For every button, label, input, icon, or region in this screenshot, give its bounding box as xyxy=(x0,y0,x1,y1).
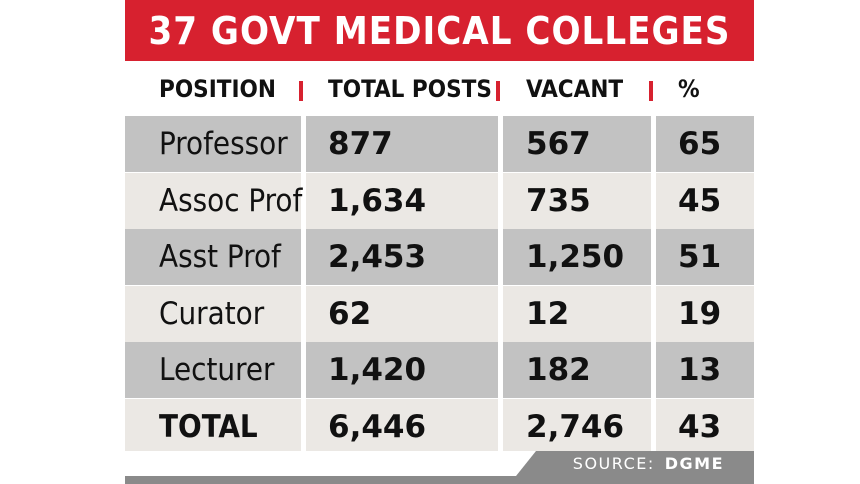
table-row: Professor 877 567 65 xyxy=(125,116,754,172)
table-row: Asst Prof 2,453 1,250 51 xyxy=(125,229,754,285)
cell-percent: 65 xyxy=(678,126,722,162)
column-divider xyxy=(651,229,656,285)
cell-position: Assoc Prof xyxy=(159,182,303,219)
cell-vacant: 182 xyxy=(526,352,591,388)
cell-vacant: 735 xyxy=(526,182,591,219)
table-row: Lecturer 1,420 182 13 xyxy=(125,342,754,398)
header-total-posts: TOTAL POSTS xyxy=(328,74,492,103)
header-position: POSITION xyxy=(159,74,276,103)
column-divider xyxy=(498,172,503,229)
column-divider xyxy=(498,116,503,172)
table-row: TOTAL 6,446 2,746 43 xyxy=(125,398,754,455)
table-header: POSITION TOTAL POSTS VACANT % xyxy=(125,61,754,116)
cell-percent: 13 xyxy=(678,352,722,388)
source-name: DGME xyxy=(664,454,724,473)
bottom-strip xyxy=(125,476,754,484)
column-divider xyxy=(651,116,656,172)
cell-total-posts: 62 xyxy=(328,295,372,332)
table-row: Curator 62 12 19 xyxy=(125,285,754,342)
column-divider xyxy=(651,398,656,455)
cell-position: Professor xyxy=(159,126,288,162)
cell-total-posts: 1,420 xyxy=(328,352,427,388)
column-divider xyxy=(301,342,306,398)
cell-percent: 43 xyxy=(678,408,722,445)
source-label: SOURCE: xyxy=(572,454,655,473)
cell-total-posts: 6,446 xyxy=(328,408,427,445)
header-vacant: VACANT xyxy=(526,74,624,103)
cell-total-posts: 877 xyxy=(328,126,393,162)
cell-position: Asst Prof xyxy=(159,239,281,275)
cell-percent: 51 xyxy=(678,239,722,275)
column-divider xyxy=(651,285,656,342)
cell-vacant: 1,250 xyxy=(526,239,625,275)
column-divider xyxy=(301,172,306,229)
cell-percent: 45 xyxy=(678,182,722,219)
column-divider xyxy=(498,229,503,285)
cell-position: TOTAL xyxy=(159,408,258,445)
source-tab xyxy=(516,451,754,476)
cell-vacant: 2,746 xyxy=(526,408,625,445)
header-separator xyxy=(496,81,500,101)
column-divider xyxy=(301,398,306,455)
column-divider xyxy=(301,229,306,285)
cell-position: Lecturer xyxy=(159,352,275,388)
cell-percent: 19 xyxy=(678,295,722,332)
cell-total-posts: 1,634 xyxy=(328,182,427,219)
table-row: Assoc Prof 1,634 735 45 xyxy=(125,172,754,229)
header-separator xyxy=(299,81,303,101)
cell-total-posts: 2,453 xyxy=(328,239,427,275)
header-percent: % xyxy=(678,74,700,103)
cell-vacant: 12 xyxy=(526,295,570,332)
cell-position: Curator xyxy=(159,295,265,332)
column-divider xyxy=(498,285,503,342)
column-divider xyxy=(498,342,503,398)
source-note: SOURCE: DGME xyxy=(573,451,724,476)
column-divider xyxy=(498,398,503,455)
chart-title: 37 GOVT MEDICAL COLLEGES xyxy=(125,0,754,61)
column-divider xyxy=(651,342,656,398)
column-divider xyxy=(651,172,656,229)
column-divider xyxy=(301,116,306,172)
infographic-panel: 37 GOVT MEDICAL COLLEGES POSITION TOTAL … xyxy=(125,0,754,484)
header-separator xyxy=(649,81,653,101)
column-divider xyxy=(301,285,306,342)
cell-vacant: 567 xyxy=(526,126,591,162)
